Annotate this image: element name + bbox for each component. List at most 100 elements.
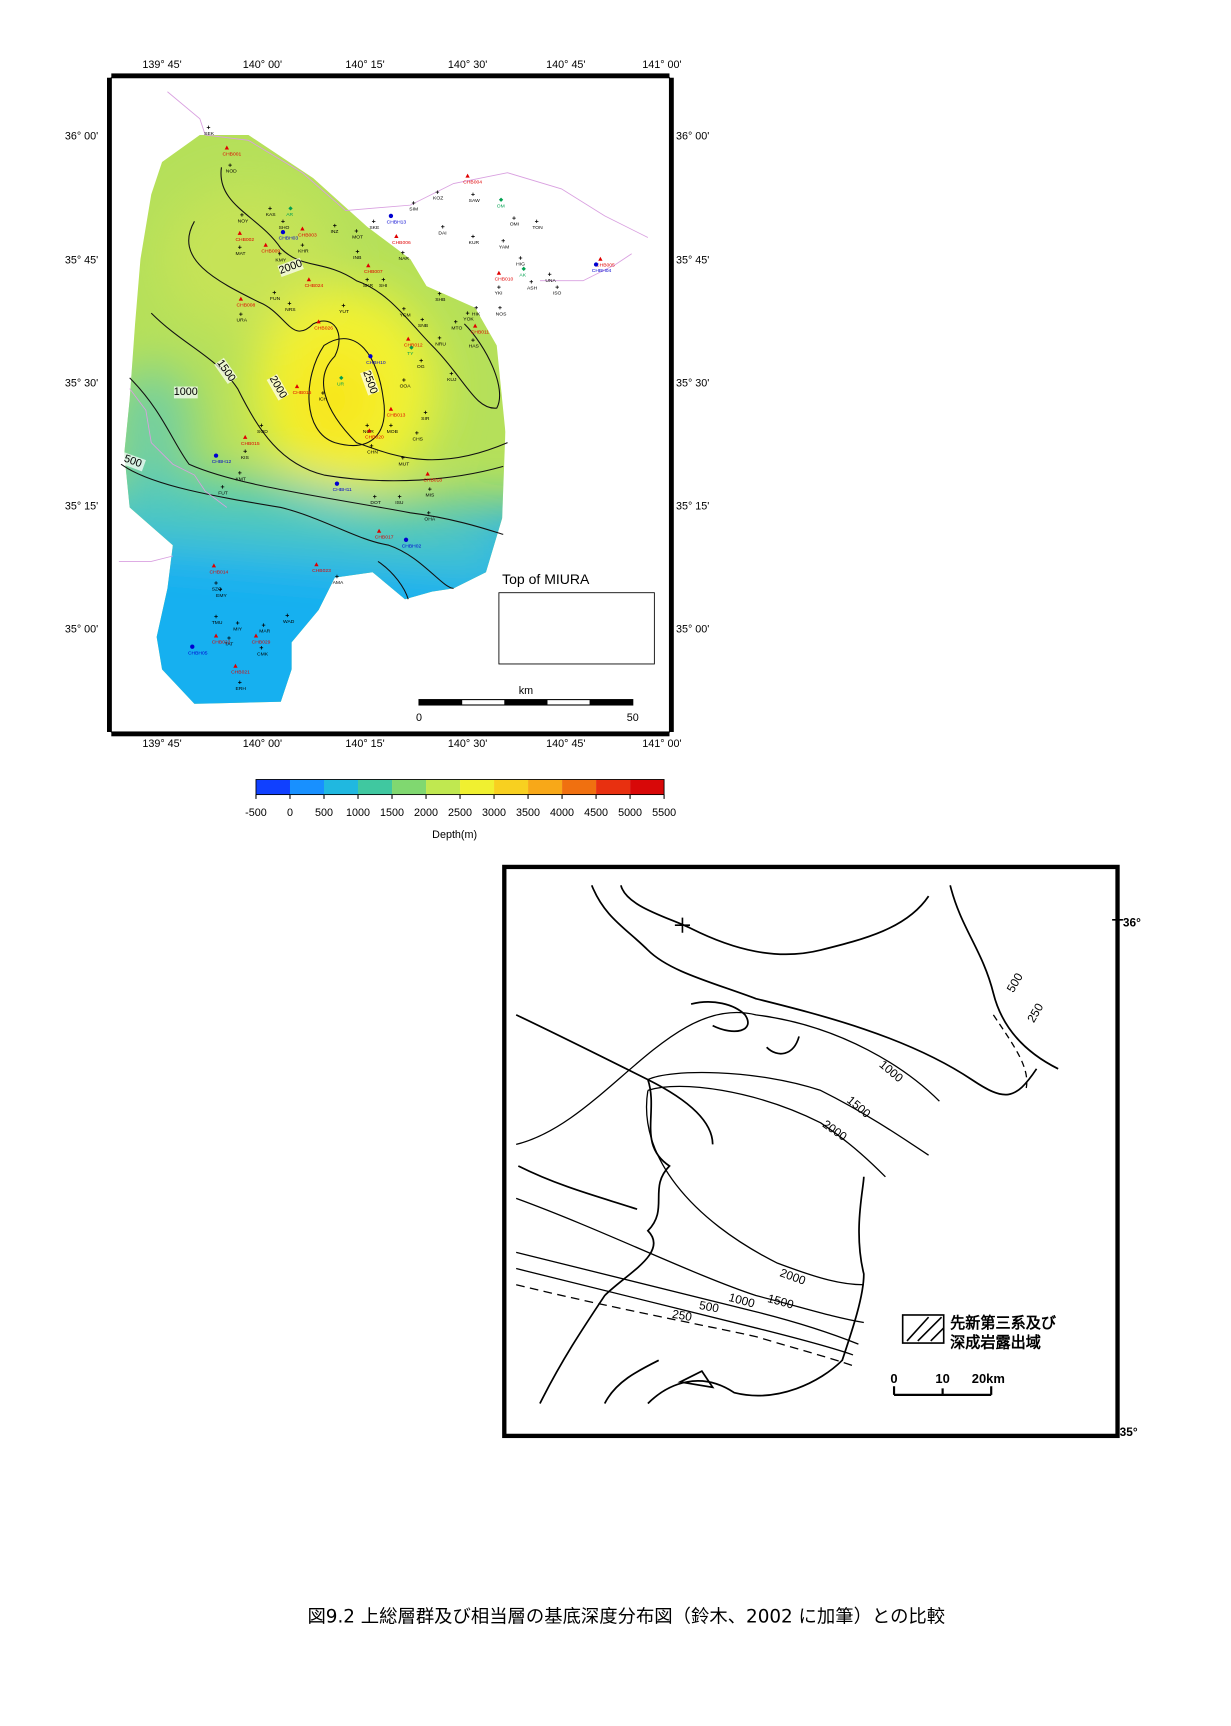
station-marker bbox=[547, 272, 552, 276]
station-label: CHB017 bbox=[375, 535, 394, 541]
colorbar-tick-label: 5000 bbox=[618, 807, 642, 819]
station-label: CHB022 bbox=[212, 639, 231, 645]
station-label: CHB003 bbox=[298, 232, 317, 238]
colorbar-segment bbox=[289, 779, 325, 795]
station-label: NAR bbox=[398, 256, 409, 262]
station-marker bbox=[435, 190, 440, 194]
station-label: NRS bbox=[285, 307, 296, 313]
station-marker bbox=[501, 239, 505, 243]
station-label: CHB008 bbox=[237, 303, 256, 309]
station-marker bbox=[239, 312, 243, 316]
colorbar-segment bbox=[528, 779, 563, 795]
station-label: SKR bbox=[363, 283, 374, 289]
station-label: CHB001 bbox=[223, 151, 242, 157]
station-label: CHBH02 bbox=[402, 543, 422, 549]
station-marker bbox=[394, 234, 399, 239]
station-marker bbox=[409, 345, 414, 350]
station-label: SNB bbox=[418, 323, 429, 329]
ref-lat-label: 36° bbox=[1123, 915, 1141, 929]
colorbar-segment bbox=[596, 779, 631, 795]
station-label: CHB007 bbox=[364, 269, 383, 275]
station-marker bbox=[218, 587, 223, 592]
lon-label: 140° 45' bbox=[546, 738, 585, 750]
ref-contour-label: 250 bbox=[671, 1307, 693, 1324]
station-marker bbox=[278, 251, 282, 256]
station-label: CHB013 bbox=[387, 413, 406, 419]
station-marker bbox=[529, 280, 534, 284]
station-label: CHBH05 bbox=[188, 650, 208, 656]
station-marker bbox=[401, 250, 405, 255]
colorbar-segment bbox=[358, 779, 393, 795]
station-marker bbox=[420, 317, 424, 322]
station-marker bbox=[228, 163, 232, 167]
lat-label: 35° 45' bbox=[65, 254, 98, 266]
station-label: HAS bbox=[469, 344, 480, 350]
station-marker bbox=[240, 213, 244, 217]
lon-label: 140° 15' bbox=[345, 59, 384, 71]
station-marker bbox=[224, 145, 229, 150]
station-label: TAT bbox=[225, 642, 234, 648]
station-marker bbox=[415, 431, 419, 435]
scale-start: 0 bbox=[416, 712, 422, 724]
contour-label: 500 bbox=[122, 453, 143, 470]
station-label: KMY bbox=[275, 257, 286, 263]
station-label: KUJ bbox=[447, 377, 457, 383]
reference-legend bbox=[892, 1314, 993, 1396]
station-label: SHO bbox=[279, 225, 290, 231]
lat-label: 35° 30' bbox=[65, 378, 98, 390]
station-marker bbox=[259, 646, 264, 650]
station-label: KHR bbox=[298, 249, 309, 255]
station-marker bbox=[206, 125, 211, 130]
station-marker bbox=[365, 277, 369, 282]
station-marker bbox=[465, 173, 470, 178]
colorbar-segment bbox=[494, 779, 529, 795]
station-marker bbox=[496, 270, 502, 275]
station-marker bbox=[259, 423, 264, 428]
station-label: CMK bbox=[257, 651, 269, 657]
contour-label-bg bbox=[277, 257, 304, 278]
station-label: MAR bbox=[259, 629, 270, 635]
lon-label: 139° 45' bbox=[142, 59, 181, 71]
station-label: CHBH13 bbox=[387, 219, 407, 225]
station-marker bbox=[285, 613, 290, 618]
station-marker bbox=[555, 285, 559, 289]
colorbar-tick-label: 3000 bbox=[482, 807, 506, 819]
station-label: INB bbox=[353, 255, 362, 261]
station-label: CHB009 bbox=[261, 249, 280, 255]
station-marker bbox=[213, 633, 219, 638]
station-label: ISO bbox=[553, 291, 562, 297]
colorbar-label: Depth(m) bbox=[432, 829, 477, 841]
lon-label: 140° 15' bbox=[345, 738, 384, 750]
lat-label: 35° 45' bbox=[676, 254, 709, 266]
lon-label: 140° 00' bbox=[243, 59, 282, 71]
contour-label: 1000 bbox=[174, 386, 198, 398]
ref-scale-label: 10 bbox=[935, 1371, 949, 1386]
station-label: MOB bbox=[387, 429, 399, 435]
colorbar-tick-label: 4000 bbox=[550, 807, 574, 819]
station-marker bbox=[233, 663, 238, 668]
frame-bar bbox=[669, 77, 674, 732]
ref-scale-label: 20km bbox=[972, 1371, 1005, 1386]
station-marker bbox=[227, 636, 231, 640]
station-marker bbox=[402, 378, 406, 382]
station-label: ISU bbox=[395, 500, 404, 506]
ref-cross bbox=[674, 917, 1123, 933]
station-marker bbox=[598, 256, 603, 261]
station-marker bbox=[369, 444, 374, 448]
station-label: YAM bbox=[499, 244, 509, 250]
station-marker bbox=[335, 574, 339, 579]
station-label: CHBH11 bbox=[333, 487, 352, 493]
station-marker bbox=[333, 223, 337, 228]
station-marker bbox=[389, 423, 393, 428]
station-marker bbox=[280, 229, 286, 235]
station-marker bbox=[441, 224, 445, 229]
station-label: SAW bbox=[469, 198, 480, 204]
station-marker bbox=[261, 623, 266, 627]
station-label: CHB011 bbox=[471, 330, 490, 336]
station-label: CHBH04 bbox=[592, 268, 612, 274]
colorbar-segment bbox=[630, 779, 665, 795]
station-label: SKE bbox=[369, 225, 380, 231]
colorbar-tick-label: -500 bbox=[245, 807, 267, 819]
